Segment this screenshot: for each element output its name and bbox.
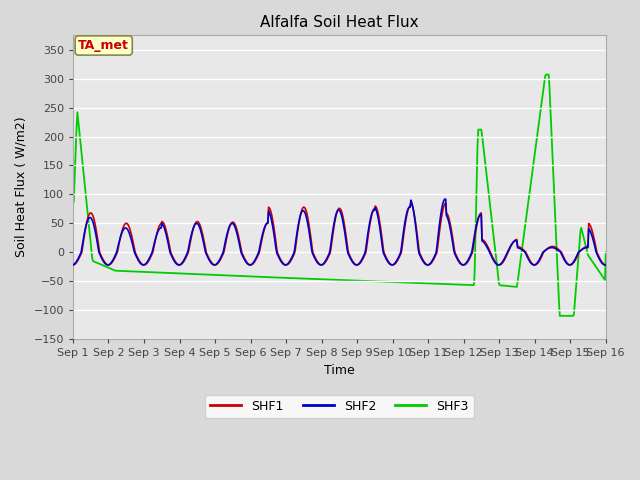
Legend: SHF1, SHF2, SHF3: SHF1, SHF2, SHF3 [205,395,474,418]
Text: TA_met: TA_met [78,39,129,52]
Title: Alfalfa Soil Heat Flux: Alfalfa Soil Heat Flux [260,15,419,30]
Y-axis label: Soil Heat Flux ( W/m2): Soil Heat Flux ( W/m2) [15,117,28,257]
X-axis label: Time: Time [324,363,355,376]
